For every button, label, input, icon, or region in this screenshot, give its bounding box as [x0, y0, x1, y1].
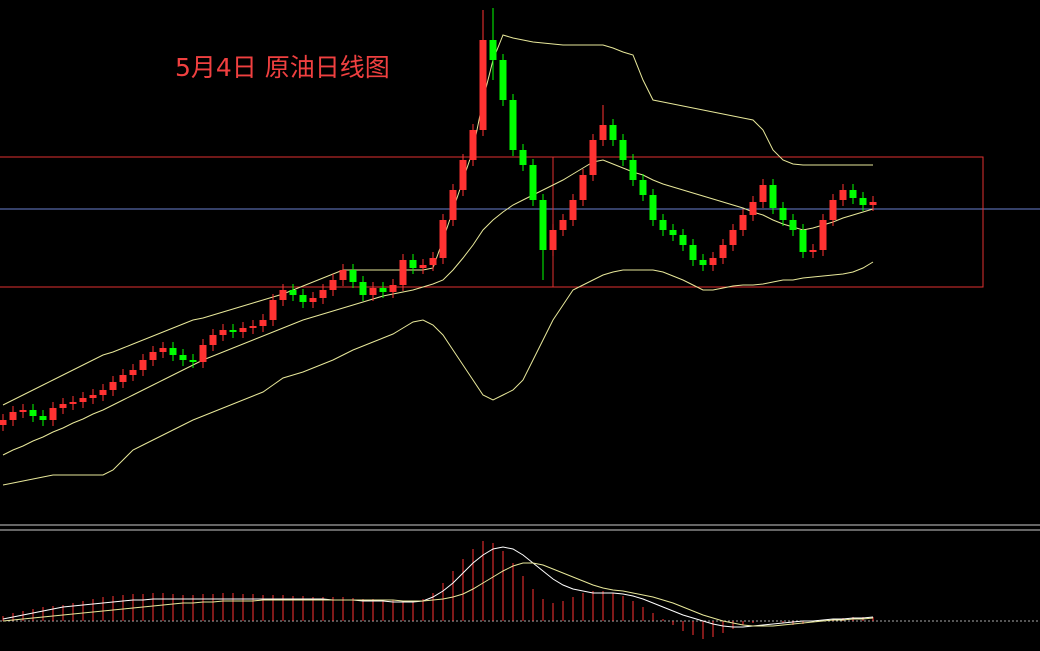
candle-body [19, 410, 27, 412]
candle-body [509, 100, 517, 150]
candle-body [249, 326, 257, 328]
candle-body [139, 360, 147, 370]
candle-body [839, 190, 847, 200]
candle-body [469, 130, 477, 160]
candle-body [629, 160, 637, 180]
candle-body [229, 330, 237, 332]
candle-body [319, 290, 327, 298]
candle-body [529, 165, 537, 200]
candle-body [169, 348, 177, 355]
candle-body [719, 245, 727, 258]
candle-body [659, 220, 667, 230]
candle-body [829, 200, 837, 220]
candle-body [49, 408, 57, 420]
candle-body [609, 125, 617, 140]
candle-body [129, 370, 137, 375]
candle-body [849, 190, 857, 198]
candle-body [309, 298, 317, 302]
candle-body [89, 395, 97, 398]
candle-body [219, 330, 227, 335]
candle-body [549, 230, 557, 250]
candle-body [669, 230, 677, 235]
chart-title: 5月4日 原油日线图 [175, 53, 390, 82]
candle-body [299, 295, 307, 302]
candle-body [499, 60, 507, 100]
candle-body [479, 40, 487, 130]
candle-body [359, 282, 367, 295]
band-middle [2, 159, 874, 456]
candle-body [29, 410, 37, 416]
candle-body [259, 320, 267, 326]
candle-body [189, 360, 197, 362]
dea-line [2, 562, 874, 627]
range-box [552, 156, 984, 288]
candle-body [399, 260, 407, 285]
candle-body [459, 160, 467, 190]
candle-body [349, 270, 357, 282]
candle-body [519, 150, 527, 165]
candle-body [439, 220, 447, 258]
candle-body [769, 185, 777, 208]
band-upper [2, 34, 873, 406]
candle-body [329, 280, 337, 290]
candle-body [79, 398, 87, 402]
candle-body [0, 420, 7, 425]
candle-body [559, 220, 567, 230]
candle-body [699, 260, 707, 265]
candle-body [739, 215, 747, 230]
candle-body [159, 348, 167, 352]
candle-body [569, 200, 577, 220]
candle-body [749, 202, 757, 215]
candle-body [109, 382, 117, 390]
candle-body [689, 245, 697, 260]
candle-body [239, 328, 247, 332]
dif-line [2, 546, 874, 628]
candle-body [199, 345, 207, 362]
candle-body [599, 125, 607, 140]
candle-body [419, 265, 427, 268]
candle-body [619, 140, 627, 160]
candle-body [119, 375, 127, 382]
candle-body [59, 404, 67, 408]
candle-body [869, 202, 877, 205]
candle-body [649, 195, 657, 220]
candle-body [779, 208, 787, 220]
candle-body [39, 416, 47, 420]
candle-body [489, 40, 497, 60]
candle-body [539, 200, 547, 250]
candle-body [729, 230, 737, 245]
candle-body [99, 390, 107, 395]
candle-body [679, 235, 687, 245]
candle-body [759, 185, 767, 202]
candle-body [269, 300, 277, 320]
candle-body [709, 258, 717, 265]
candle-body [389, 285, 397, 292]
band-lower [2, 261, 874, 486]
candle-body [809, 250, 817, 252]
candle-body [639, 180, 647, 195]
candle-body [379, 288, 387, 292]
candle-body [799, 230, 807, 252]
candle-body [289, 290, 297, 295]
candle-body [579, 175, 587, 200]
candle-body [279, 290, 287, 300]
candle-body [369, 288, 377, 295]
candle-body [409, 260, 417, 268]
candle-body [449, 190, 457, 220]
candle-body [149, 352, 157, 360]
candle-body [589, 140, 597, 175]
candle-body [819, 220, 827, 250]
candle-body [789, 220, 797, 230]
candle-body [339, 270, 347, 280]
candle-body [209, 335, 217, 345]
candle-body [179, 355, 187, 360]
candle-body [859, 198, 867, 205]
candle-body [9, 412, 17, 420]
candle-body [429, 258, 437, 265]
candle-body [69, 402, 77, 404]
